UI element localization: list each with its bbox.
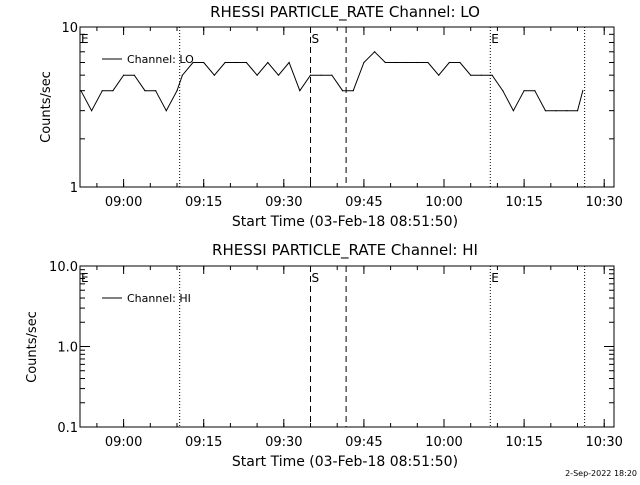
data-point: [523, 90, 525, 92]
x-tick-label: 10:00: [425, 195, 462, 210]
data-point: [341, 90, 344, 92]
x-tick-label: 09:45: [345, 435, 382, 450]
data-point: [331, 74, 333, 76]
y-tick-label: 1: [70, 181, 78, 196]
data-point: [224, 61, 226, 64]
x-tick-label: 09:00: [105, 195, 142, 210]
data-point: [459, 61, 461, 64]
x-axis-label: Start Time (03-Feb-18 08:51:50): [232, 214, 458, 230]
event-marker-label: S: [312, 271, 320, 285]
x-tick-label: 10:15: [505, 435, 542, 450]
data-point: [352, 90, 354, 92]
data-point: [192, 61, 194, 64]
data-point: [416, 61, 418, 64]
data-point: [470, 74, 472, 76]
legend: Channel: LO: [102, 53, 194, 66]
x-tick-label: 10:30: [585, 435, 622, 450]
data-point: [582, 90, 584, 92]
plot-frame: [79, 26, 615, 188]
data-point: [123, 74, 125, 76]
data-point: [363, 61, 365, 64]
x-tick-label: 10:30: [585, 195, 622, 210]
legend-label: Channel: LO: [127, 53, 194, 66]
panel-lo: RHESSI PARTICLE_RATE Channel: LO Start T…: [39, 3, 623, 230]
data-point: [534, 90, 536, 92]
data-point: [267, 61, 269, 64]
data-point: [90, 110, 93, 112]
data-point: [256, 74, 258, 76]
y-axis-label: Counts/sec: [25, 311, 40, 383]
event-marker-label: E: [491, 32, 499, 46]
data-point: [512, 110, 515, 112]
data-point: [309, 74, 312, 76]
data-point: [502, 90, 504, 92]
data-point: [213, 74, 215, 76]
y-tick-label: 10: [61, 21, 78, 36]
chart-title: RHESSI PARTICLE_RATE Channel: HI: [212, 241, 478, 260]
x-tick-label: 09:00: [105, 435, 142, 450]
data-point: [544, 110, 547, 112]
y-tick-label: 10.0: [49, 260, 78, 275]
data-point: [101, 90, 103, 92]
x-tick-label: 09:45: [345, 195, 382, 210]
x-tick-label: 10:15: [505, 195, 542, 210]
data-point: [203, 61, 205, 64]
event-marker-label: E: [81, 271, 89, 285]
data-point: [320, 74, 322, 76]
x-axis-label: Start Time (03-Feb-18 08:51:50): [232, 454, 458, 470]
plot-frame: [79, 265, 615, 428]
data-point: [438, 74, 440, 76]
x-tick-label: 10:00: [425, 435, 462, 450]
data-point: [277, 74, 280, 76]
legend-label: Channel: HI: [127, 292, 191, 305]
data-point: [80, 90, 82, 92]
event-marker-label: S: [312, 32, 320, 46]
x-tick-label: 09:30: [265, 435, 302, 450]
data-point: [133, 74, 135, 76]
data-point: [144, 90, 146, 92]
data-point: [384, 61, 386, 64]
data-point: [155, 90, 157, 92]
data-point: [299, 90, 301, 92]
data-point: [555, 110, 557, 112]
x-tick-label: 09:15: [185, 195, 222, 210]
y-tick-label: 1.0: [57, 341, 78, 356]
x-tick-label: 09:30: [265, 195, 302, 210]
data-point: [373, 51, 376, 53]
data-point: [288, 61, 290, 64]
data-point: [480, 74, 482, 76]
y-tick-label: 0.1: [57, 421, 78, 436]
chart-title: RHESSI PARTICLE_RATE Channel: LO: [210, 3, 480, 22]
data-point: [448, 61, 450, 64]
y-axis-label: Counts/sec: [39, 71, 54, 143]
data-point: [406, 61, 408, 64]
event-marker-label: E: [491, 271, 499, 285]
data-point: [491, 74, 493, 76]
data-point: [176, 90, 178, 92]
x-tick-label: 09:15: [185, 435, 222, 450]
data-point: [235, 61, 237, 64]
data-point: [245, 61, 248, 64]
data-point: [165, 110, 167, 112]
event-marker-label: E: [81, 32, 89, 46]
panel-hi: RHESSI PARTICLE_RATE Channel: HI Start T…: [25, 241, 623, 470]
data-point: [395, 61, 397, 64]
data-point: [427, 61, 429, 64]
legend: Channel: HI: [102, 292, 191, 305]
data-point: [112, 90, 114, 92]
data-point: [566, 110, 568, 112]
timestamp: 2-Sep-2022 18:20: [565, 469, 637, 478]
data-point: [181, 74, 183, 76]
data-point: [576, 110, 579, 112]
